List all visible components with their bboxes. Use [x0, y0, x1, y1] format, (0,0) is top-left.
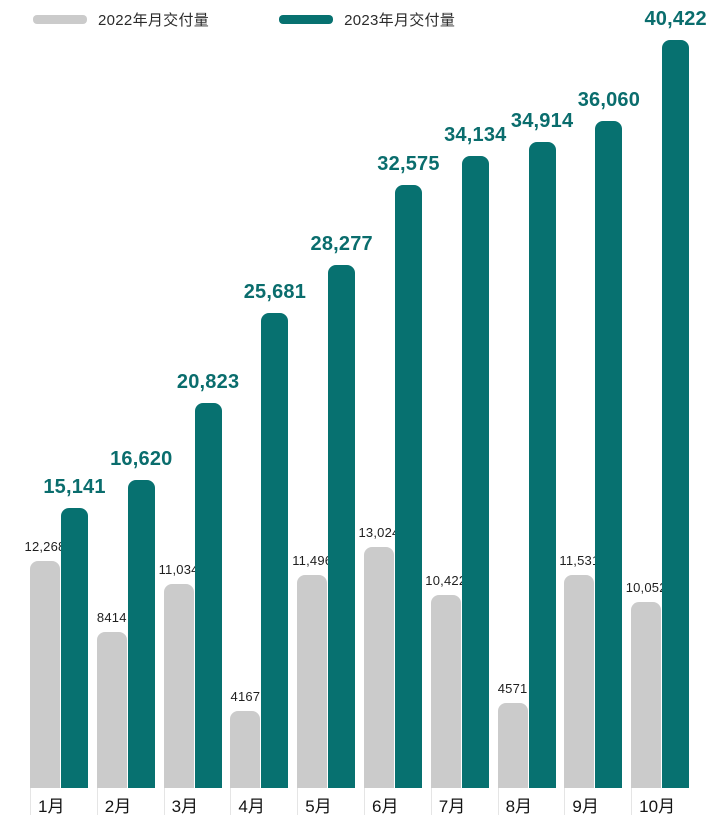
bar-column: 4571 — [497, 681, 528, 788]
plot-area: 12,268 15,141 8414 16,620 11,034 20,823 4167 25… — [0, 8, 720, 788]
bar-column: 11,531 — [559, 553, 599, 788]
bar-value-label: 34,134 — [444, 124, 507, 146]
bar-column: 10,052 — [626, 580, 666, 788]
bar-column: 13,024 — [359, 525, 399, 788]
bar-2023 — [194, 403, 222, 788]
x-axis-label: 1月 — [30, 788, 97, 815]
bar-2023 — [662, 40, 690, 788]
bar-column: 34,914 — [511, 110, 573, 788]
month-group: 11,531 36,060 — [559, 35, 640, 788]
bar-column: 11,496 — [292, 553, 332, 788]
bar-column: 16,620 — [110, 448, 172, 788]
x-axis-label: 9月 — [564, 788, 631, 815]
bar-column: 15,141 — [43, 476, 105, 788]
bar-2022 — [430, 595, 461, 788]
bar-value-label: 36,060 — [577, 89, 641, 111]
month-group: 8414 16,620 — [96, 35, 172, 788]
x-axis-label: 7月 — [430, 788, 498, 815]
month-group: 10,052 40,422 — [626, 8, 707, 788]
bar-2023 — [528, 142, 556, 788]
bar-value-label: 4167 — [230, 689, 261, 705]
bar-column: 4167 — [230, 689, 261, 788]
x-axis-label: 3月 — [163, 788, 231, 815]
bar-2022 — [30, 561, 60, 788]
month-group: 13,024 32,575 — [359, 35, 439, 788]
month-group: 4167 25,681 — [230, 35, 306, 788]
bar-2022 — [297, 575, 328, 788]
bar-2023 — [394, 185, 422, 788]
legend-item-2023: 2023年月交付量 — [279, 9, 455, 30]
bar-2022 — [497, 703, 528, 788]
x-axis-label: 2月 — [96, 788, 164, 815]
legend-swatch-2023-icon — [279, 14, 334, 24]
bar-column: 11,034 — [159, 562, 198, 788]
bar-column: 10,422 — [425, 573, 466, 788]
bar-value-label: 10,052 — [625, 580, 667, 596]
bar-value-label: 28,277 — [310, 233, 373, 255]
bar-column: 20,823 — [177, 371, 239, 788]
bar-2022 — [363, 547, 394, 788]
x-axis-label: 10月 — [631, 788, 698, 815]
bar-2023 — [127, 480, 155, 788]
month-group: 12,268 15,141 — [25, 35, 105, 788]
bar-2022 — [564, 575, 595, 788]
legend-label-2022: 2022年月交付量 — [98, 11, 210, 29]
bar-2023 — [595, 121, 623, 788]
bar-column: 36,060 — [578, 89, 640, 788]
bar-value-label: 34,914 — [510, 110, 574, 132]
bar-value-label: 32,575 — [377, 153, 440, 175]
bar-column: 25,681 — [244, 281, 306, 788]
bar-value-label: 11,034 — [158, 562, 199, 578]
bar-value-label: 16,620 — [110, 448, 173, 470]
legend-swatch-2022-icon — [33, 14, 87, 24]
month-group: 11,496 28,277 — [292, 35, 373, 788]
bar-value-label: 10,422 — [425, 573, 467, 589]
bar-value-label: 15,141 — [43, 476, 106, 498]
bar-column: 12,268 — [25, 539, 65, 788]
bar-2023 — [261, 313, 289, 788]
bar-2022 — [96, 632, 127, 788]
bar-2022 — [163, 584, 194, 788]
month-group: 11,034 20,823 — [159, 35, 239, 788]
month-group: 4571 34,914 — [497, 35, 573, 788]
month-group: 10,422 34,134 — [425, 35, 506, 788]
bar-value-label: 4571 — [497, 681, 528, 697]
bar-column: 40,422 — [644, 8, 707, 788]
bar-value-label: 8414 — [96, 610, 127, 626]
legend-item-2022: 2022年月交付量 — [33, 9, 209, 30]
bar-column: 28,277 — [311, 233, 373, 788]
bar-column: 32,575 — [377, 153, 439, 788]
bar-value-label: 13,024 — [358, 525, 400, 541]
bar-value-label: 11,496 — [292, 553, 333, 569]
bar-2022 — [230, 711, 261, 788]
bar-2023 — [61, 508, 88, 788]
x-axis-label: 6月 — [363, 788, 431, 815]
bar-2022 — [631, 602, 662, 788]
x-axis-label: 5月 — [297, 788, 364, 815]
bar-2023 — [461, 156, 489, 788]
bar-value-label: 40,422 — [644, 8, 707, 30]
bar-value-label: 25,681 — [243, 281, 307, 303]
bar-value-label: 20,823 — [176, 371, 240, 393]
legend-label-2023: 2023年月交付量 — [344, 11, 456, 29]
x-axis: 1月 2月 3月 4月 5月 6月 7月 8月 9月 10月 — [0, 788, 720, 815]
bar-value-label: 11,531 — [559, 553, 600, 569]
x-axis-label: 4月 — [230, 788, 297, 815]
bar-value-label: 12,268 — [24, 539, 66, 555]
bar-column: 8414 — [96, 610, 127, 788]
bar-column: 34,134 — [444, 124, 506, 788]
x-axis-label: 8月 — [497, 788, 565, 815]
bar-2023 — [328, 265, 356, 788]
legend: 2022年月交付量 2023年月交付量 — [33, 8, 455, 30]
